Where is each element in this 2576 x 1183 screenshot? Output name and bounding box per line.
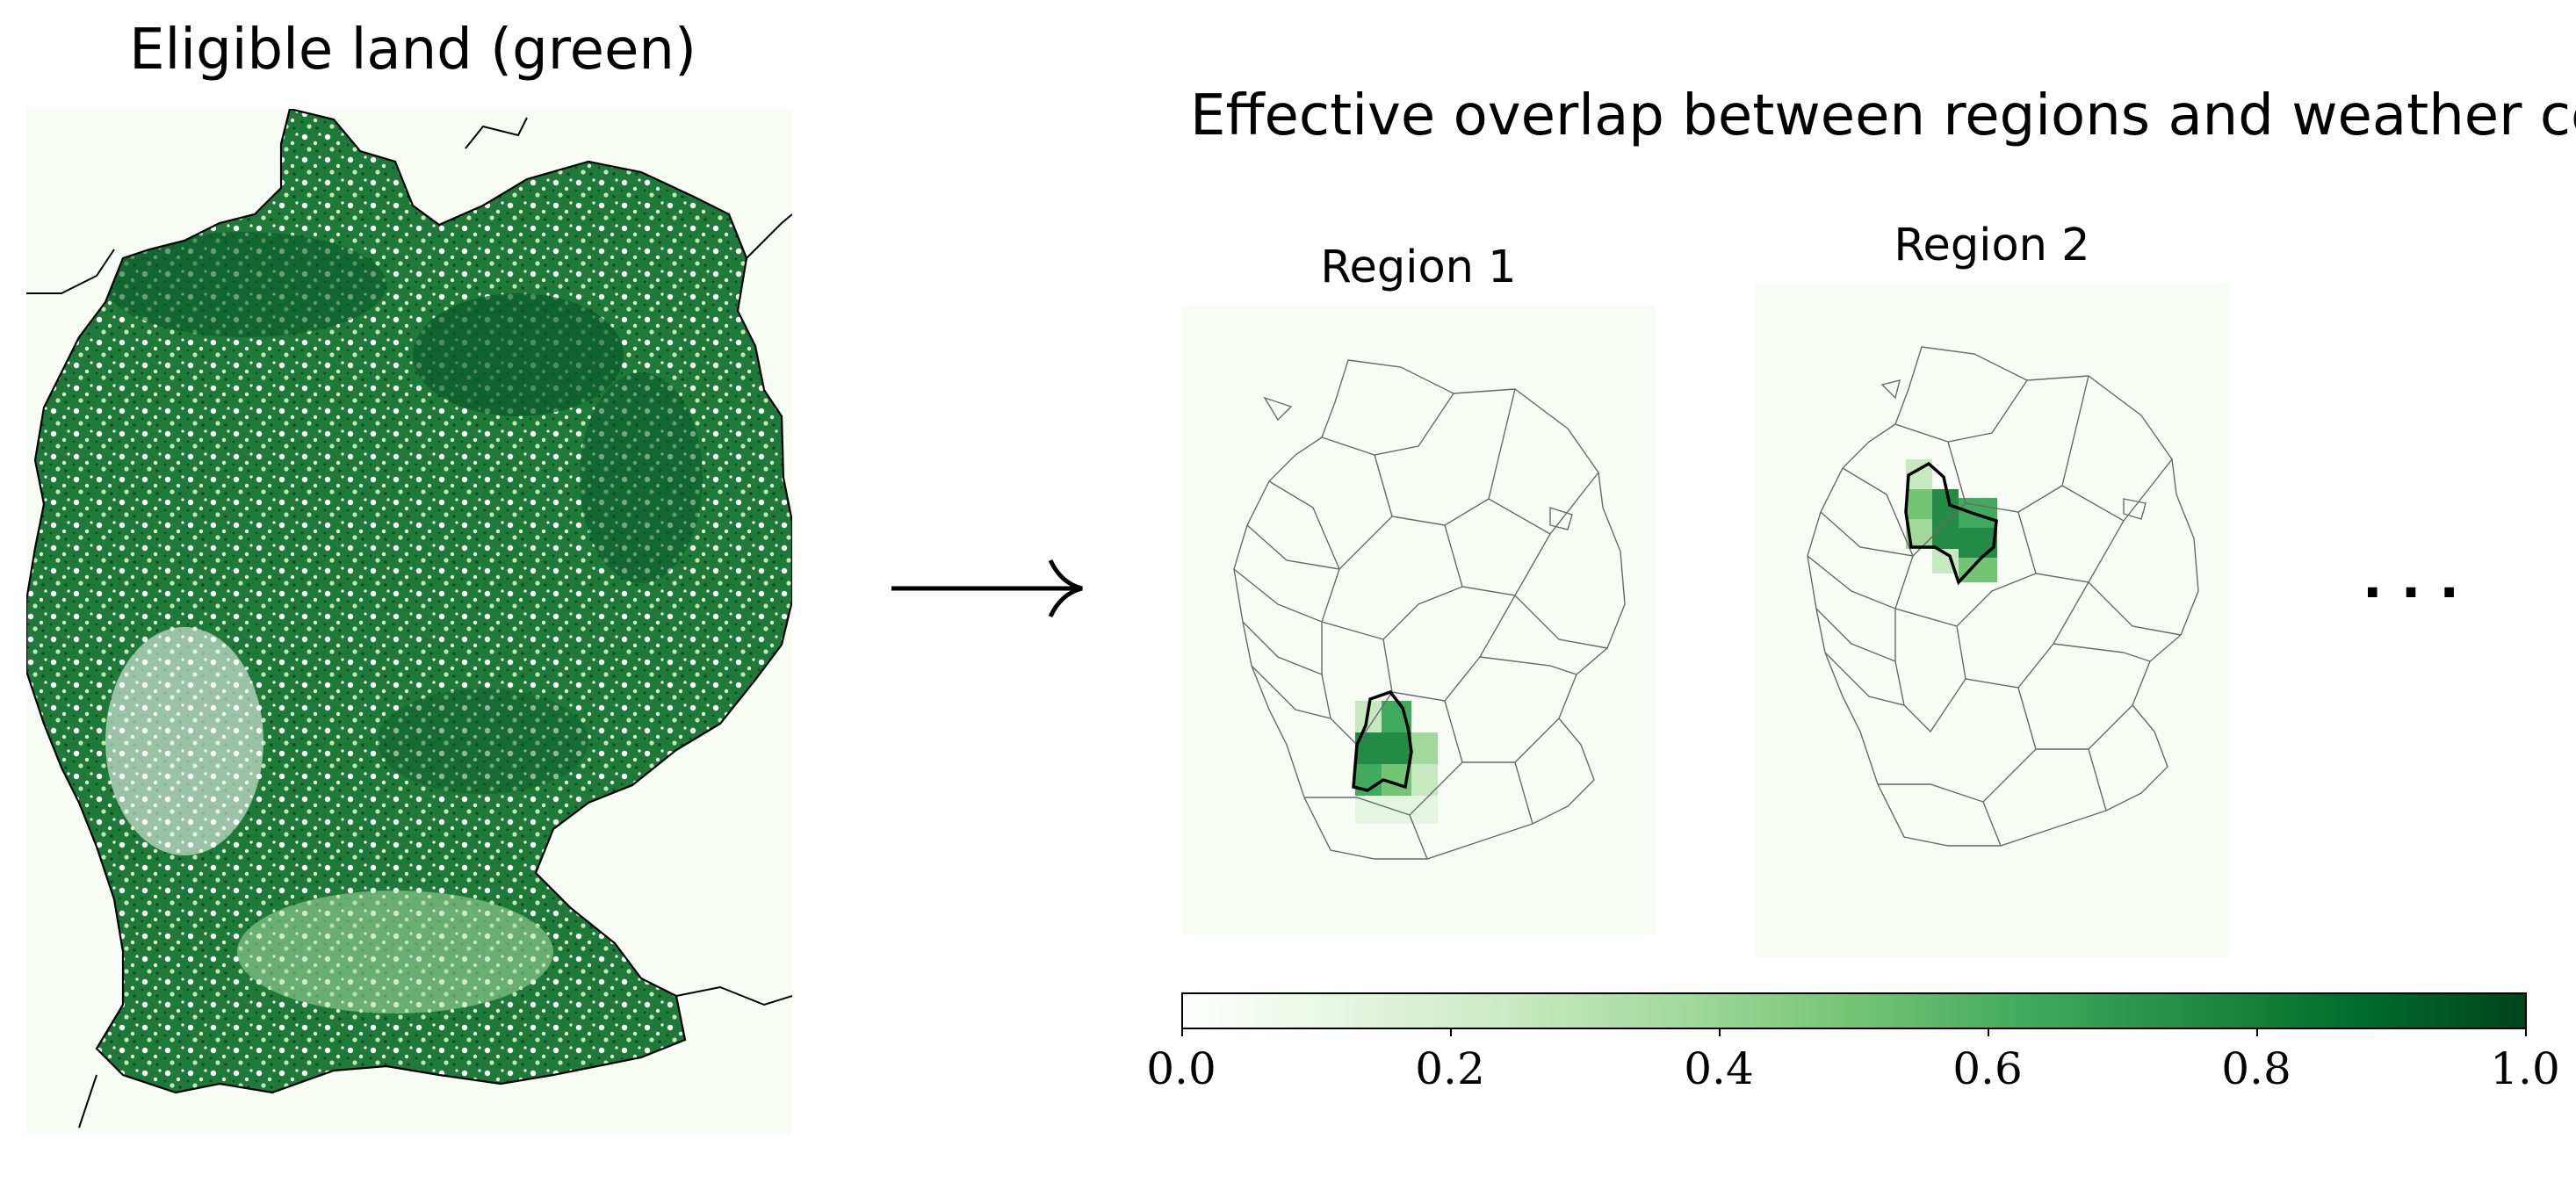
colorbar-tick-label: 1.0 [2490,1043,2560,1094]
transformation-arrow [887,545,1089,632]
colorbar-tick-label: 0.6 [1952,1043,2023,1094]
region-2-boundaries [1807,346,2199,847]
colorbar-tick-label: 0.8 [2221,1043,2291,1094]
colorbar [1181,992,2527,1036]
colorbar-tick-label: 0.0 [1146,1043,1216,1094]
eligible-land-map [26,109,792,1133]
region-2-label: Region 2 [1894,220,2090,271]
region-1-highlight [1352,689,1413,792]
right-panel-title: Effective overlap between regions and we… [1190,83,2576,148]
more-regions-ellipsis: · · · [2362,562,2460,624]
left-panel-title: Eligible land (green) [129,18,696,83]
colorbar-tick-label: 0.2 [1415,1043,1485,1094]
region-2-highlight [1904,461,1998,586]
region-2-map [1755,284,2229,956]
region-1-boundaries [1233,359,1626,860]
colorbar-ticks: 0.0 0.2 0.4 0.6 0.8 1.0 [1146,1043,2560,1105]
country-outline [26,109,792,1094]
region-1-label: Region 1 [1320,242,1517,293]
colorbar-tick-label: 0.4 [1684,1043,1754,1094]
region-2-weather-cells [1906,459,1997,582]
region-1-map [1181,306,1656,934]
